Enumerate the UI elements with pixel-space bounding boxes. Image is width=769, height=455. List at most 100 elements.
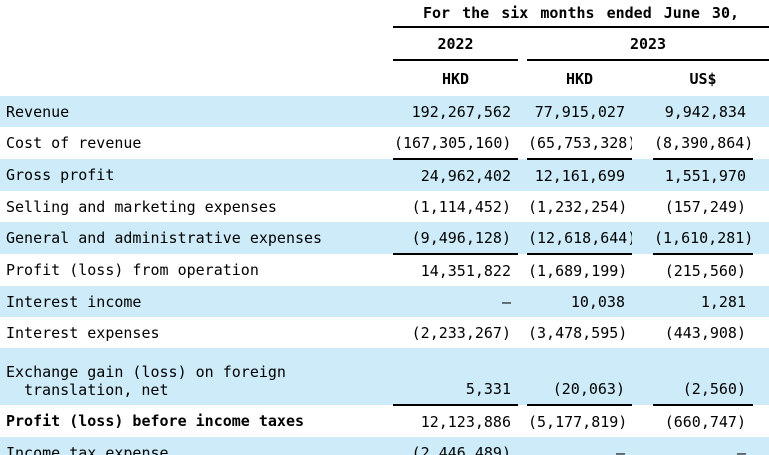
column-gap [632, 191, 653, 222]
column-gap [518, 127, 527, 159]
row-edge [753, 60, 769, 96]
row-edge [753, 317, 769, 348]
row-edge [753, 348, 769, 405]
column-gap [518, 405, 527, 437]
table-row: Profit (loss) from operation 14,351,822 … [0, 254, 769, 286]
value-2022-hkd: 5,331 [393, 348, 518, 406]
table-row: General and administrative expenses (9,4… [0, 222, 769, 255]
value-2023-hkd: (5,177,819) [528, 412, 628, 431]
column-gap [518, 286, 527, 317]
row-edge [753, 159, 769, 191]
table-row: Cost of revenue (167,305,160) (65,753,32… [0, 127, 769, 160]
year-2022-header: 2022 [393, 27, 518, 61]
column-gap [632, 60, 653, 96]
column-gap [518, 96, 527, 127]
value-2023-hkd: (12,618,644) [527, 222, 632, 255]
value-2022-hkd: (9,496,128) [393, 222, 518, 255]
column-gap [632, 254, 653, 286]
value-2023-usd: (2,560) [653, 348, 753, 406]
row-label: Interest income [0, 286, 393, 317]
value-2023-usd: — [653, 437, 753, 455]
value-2022-hkd: — [393, 286, 518, 317]
column-gap [632, 222, 653, 254]
row-label: Exchange gain (loss) on foreign translati… [0, 348, 393, 405]
value-2022-hkd: 14,351,822 [420, 261, 511, 280]
row-label: Income tax expense [0, 437, 393, 455]
value-2023-hkd: — [527, 437, 632, 455]
value-2023-usd: (443,908) [664, 323, 746, 342]
value-2023-hkd: (65,753,328) [527, 127, 632, 160]
table-row: Income tax expense (2,446,489) — — [0, 437, 769, 455]
row-label: Profit (loss) from operation [6, 261, 259, 279]
column-gap [518, 254, 527, 286]
year-header-row: 2022 2023 [0, 27, 769, 61]
row-edge [753, 222, 769, 254]
row-label: General and administrative expenses [0, 222, 393, 254]
column-gap [632, 437, 653, 455]
column-gap [518, 348, 527, 405]
value-2022-hkd: 12,123,886 [420, 412, 511, 431]
header-label-spacer [0, 60, 393, 96]
value-2023-usd: (1,610,281) [653, 222, 753, 255]
column-gap [518, 159, 527, 191]
table-row: Interest income — 10,038 1,281 [0, 286, 769, 317]
column-gap [518, 317, 527, 348]
value-2023-hkd: 12,161,699 [527, 159, 632, 191]
value-2023-hkd: (1,232,254) [528, 197, 628, 216]
value-2022-hkd: 24,962,402 [393, 159, 518, 191]
row-edge [753, 96, 769, 127]
value-2023-usd: 1,281 [653, 286, 753, 317]
row-edge [753, 254, 769, 286]
row-edge [753, 286, 769, 317]
period-title: For the six months ended June 30, [393, 0, 769, 28]
table-row: Exchange gain (loss) on foreign translati… [0, 348, 769, 406]
value-2023-hkd: 10,038 [527, 286, 632, 317]
table-body: Revenue 192,267,562 77,915,027 9,942,834… [0, 96, 769, 455]
column-gap [632, 286, 653, 317]
header-label-spacer [0, 27, 393, 60]
column-gap [518, 27, 527, 60]
row-edge [753, 191, 769, 222]
column-gap [632, 96, 653, 127]
column-gap [518, 222, 527, 254]
value-2022-hkd: 192,267,562 [393, 96, 518, 127]
row-label: Gross profit [0, 159, 393, 191]
value-2023-hkd: (3,478,595) [528, 323, 628, 342]
value-2023-hkd: 77,915,027 [527, 96, 632, 127]
currency-2023-usd-header: US$ [689, 69, 717, 88]
value-2023-usd: (660,747) [664, 412, 746, 431]
table-row: Selling and marketing expenses (1,114,45… [0, 191, 769, 222]
currency-2023-hkd-header: HKD [565, 69, 594, 88]
value-2023-usd: (215,560) [664, 261, 746, 280]
column-gap [632, 405, 653, 437]
table-row: Revenue 192,267,562 77,915,027 9,942,834 [0, 96, 769, 127]
value-2023-usd: 9,942,834 [653, 96, 753, 127]
column-gap [632, 317, 653, 348]
table-row: Profit (loss) before income taxes 12,123… [0, 405, 769, 437]
row-edge [753, 437, 769, 455]
row-edge [753, 405, 769, 437]
period-header-row: For the six months ended June 30, [0, 0, 769, 28]
column-gap [632, 159, 653, 191]
table-row: Interest expenses (2,233,267) (3,478,595… [0, 317, 769, 348]
row-label: Profit (loss) before income taxes [6, 412, 305, 430]
column-gap [632, 127, 653, 159]
row-label: Selling and marketing expenses [6, 197, 277, 216]
value-2022-hkd: (167,305,160) [393, 127, 518, 160]
value-2022-hkd: (1,114,452) [411, 197, 511, 216]
currency-2022-hkd-header: HKD [441, 69, 470, 88]
value-2022-hkd: (2,446,489) [393, 437, 518, 455]
row-label: Interest expenses [6, 323, 160, 342]
row-label: Revenue [0, 96, 393, 127]
row-label: Cost of revenue [6, 134, 142, 152]
row-edge [753, 127, 769, 159]
value-2023-usd: (157,249) [664, 197, 746, 216]
column-gap [632, 348, 653, 405]
currency-header-row: HKD HKD US$ [0, 60, 769, 96]
value-2022-hkd: (2,233,267) [411, 323, 511, 342]
header-label-spacer [0, 0, 393, 27]
year-2023-header: 2023 [527, 27, 769, 61]
value-2023-usd: 1,551,970 [653, 159, 753, 191]
